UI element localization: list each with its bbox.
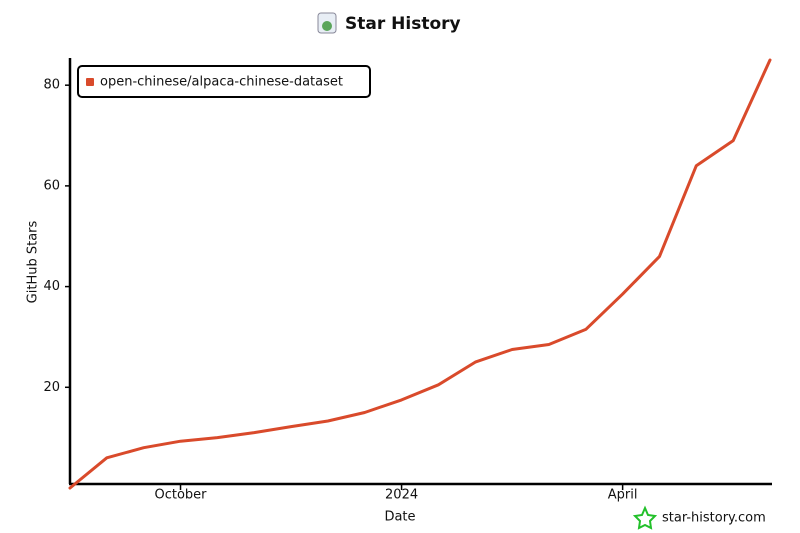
y-axis-label: GitHub Stars — [26, 220, 41, 303]
x-tick-label: October — [155, 488, 208, 503]
series-line — [68, 58, 772, 490]
x-tick-label: 2024 — [385, 488, 418, 503]
legend-box — [77, 65, 371, 98]
y-tick-label: 20 — [43, 380, 60, 395]
legend-swatch — [86, 78, 94, 86]
watermark: star-history.com — [662, 511, 766, 526]
y-tick-label: 60 — [43, 178, 60, 193]
title-icon — [317, 12, 337, 34]
legend-label: open-chinese/alpaca-chinese-dataset — [100, 75, 343, 90]
x-tick-label: April — [608, 488, 638, 503]
x-axis-label: Date — [384, 510, 415, 525]
y-tick-label: 40 — [43, 279, 60, 294]
chart-title: Star History — [345, 14, 461, 34]
watermark-icon — [632, 505, 658, 530]
y-tick-label: 80 — [43, 78, 60, 93]
